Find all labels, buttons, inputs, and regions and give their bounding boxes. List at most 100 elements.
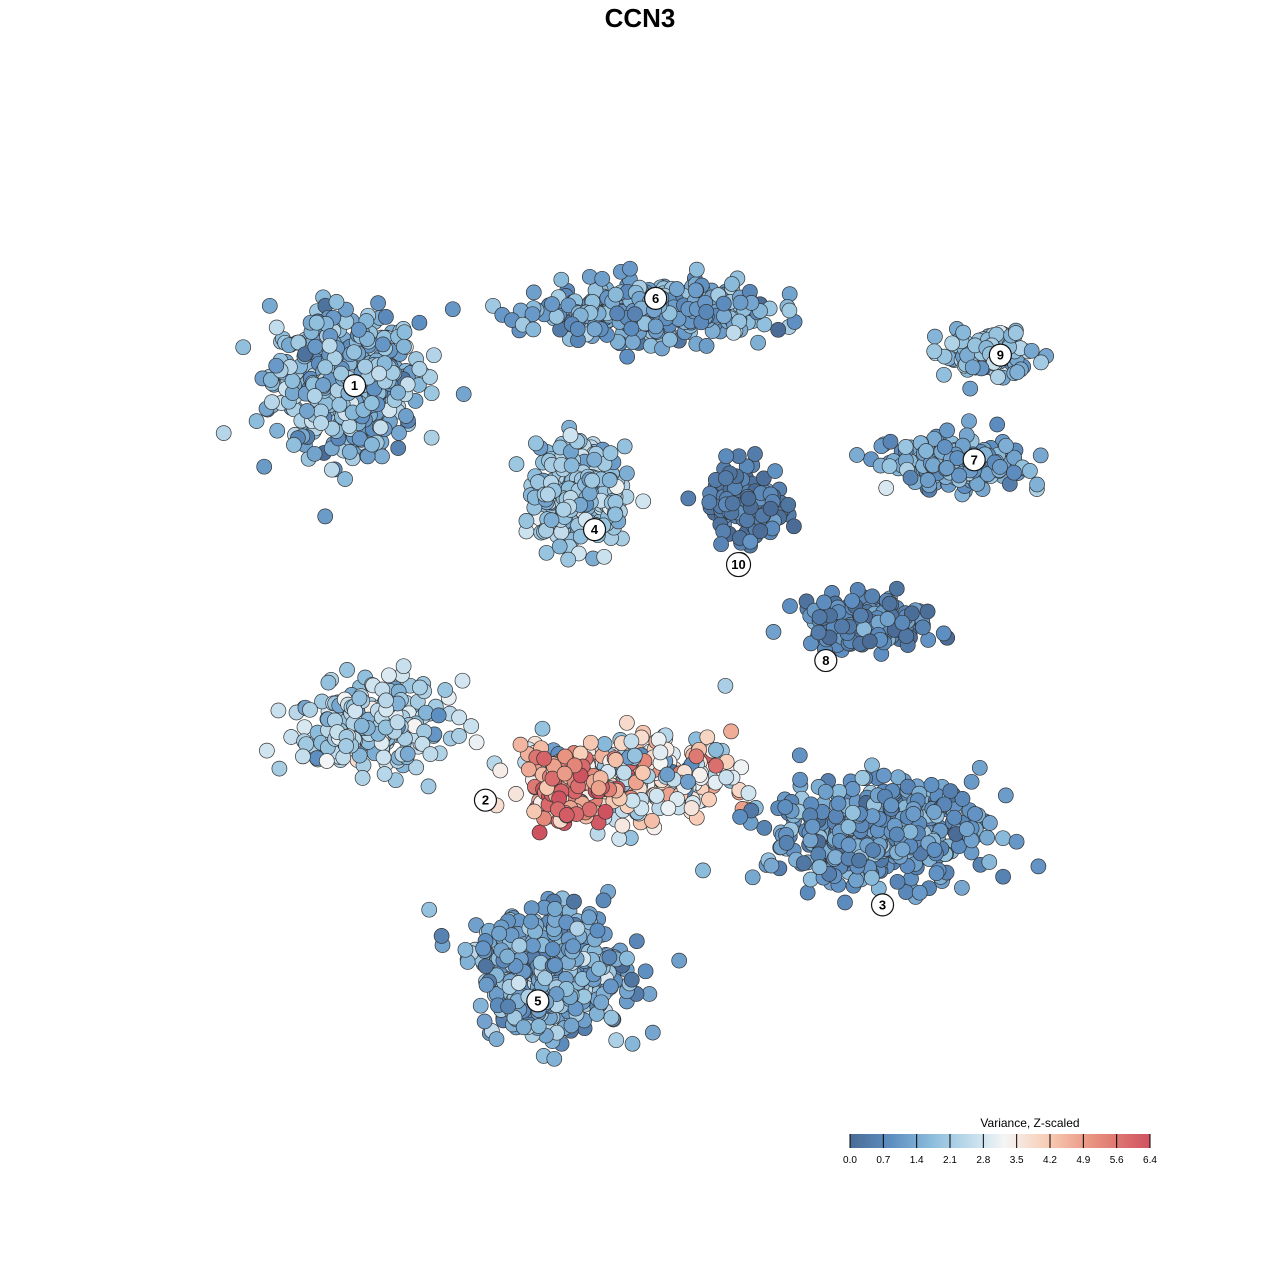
cell-point <box>412 679 428 696</box>
cell-point <box>623 733 640 750</box>
cell-point <box>756 820 773 836</box>
cluster-label-10: 10 <box>725 551 752 578</box>
cell-point <box>350 321 367 338</box>
cell-point <box>923 777 940 793</box>
cell-point <box>792 771 808 788</box>
cluster-number: 3 <box>879 897 886 912</box>
cell-point <box>623 320 640 337</box>
cell-point <box>803 635 819 652</box>
cell-point <box>715 295 732 312</box>
cell-point <box>648 787 665 804</box>
cell-points <box>215 260 1055 1067</box>
cell-point <box>609 305 626 322</box>
cell-point <box>543 512 560 528</box>
cell-point <box>341 444 358 460</box>
cell-point <box>271 760 288 777</box>
cell-point <box>635 493 652 510</box>
cell-point <box>235 339 252 356</box>
cell-point <box>967 806 983 822</box>
cell-point <box>603 1009 620 1026</box>
cell-point <box>364 436 380 453</box>
cell-point <box>888 580 905 597</box>
cell-point <box>563 1017 580 1034</box>
cell-point <box>902 469 919 486</box>
cell-point <box>755 470 772 487</box>
cell-point <box>804 818 821 835</box>
cluster-badge <box>870 893 895 917</box>
cell-point <box>451 709 467 726</box>
cell-point <box>328 294 345 310</box>
cell-point <box>623 971 640 988</box>
cell-point <box>659 766 676 783</box>
cell-point <box>671 952 688 969</box>
cell-point <box>584 472 601 489</box>
cell-point <box>299 403 315 419</box>
cell-point <box>777 799 794 815</box>
cell-point <box>315 377 331 393</box>
cell-point <box>816 594 832 611</box>
cell-point <box>418 704 434 721</box>
cell-point <box>683 800 700 816</box>
legend-tick-label: 2.8 <box>976 1155 990 1166</box>
legend-tick-label: 3.5 <box>1010 1155 1024 1166</box>
cell-point <box>261 297 278 314</box>
cell-point <box>333 365 349 382</box>
cell-point <box>660 800 677 817</box>
cell-point <box>1007 325 1024 341</box>
cell-point <box>662 331 678 348</box>
cell-point <box>518 513 535 529</box>
cell-point <box>454 672 471 689</box>
cell-point <box>928 865 945 882</box>
cell-point <box>854 770 871 786</box>
cell-point <box>408 759 425 776</box>
cluster-label-9: 9 <box>988 343 1012 367</box>
cell-point <box>354 770 371 786</box>
cell-point <box>713 536 729 553</box>
cell-point <box>851 852 867 869</box>
cell-point <box>548 986 565 1002</box>
cell-point <box>747 446 763 462</box>
cell-point <box>455 386 472 402</box>
cluster-number: 5 <box>534 993 541 1008</box>
cell-point <box>353 717 370 734</box>
cell-point <box>782 598 798 614</box>
cell-point <box>680 773 696 790</box>
cell-point <box>811 609 828 625</box>
cell-point <box>680 490 697 507</box>
cell-point <box>742 533 759 550</box>
cell-point <box>903 605 920 622</box>
cell-point <box>523 913 539 930</box>
cell-point <box>624 334 641 350</box>
cell-point <box>324 461 340 478</box>
cell-point <box>723 723 739 740</box>
cell-point <box>701 791 717 808</box>
cell-point <box>837 894 853 911</box>
cell-point <box>547 957 563 973</box>
cell-point <box>647 318 664 335</box>
cluster-label-1: 1 <box>342 374 367 398</box>
cell-point <box>997 787 1014 804</box>
cell-point <box>763 857 780 874</box>
cell-point <box>457 941 474 958</box>
cell-point <box>998 437 1014 454</box>
cell-point <box>688 748 705 765</box>
cell-point <box>215 425 232 441</box>
cell-point <box>262 372 279 388</box>
cell-point <box>398 408 414 424</box>
cell-point <box>536 750 552 767</box>
cell-point <box>624 1035 641 1052</box>
cell-point <box>499 948 516 965</box>
cell-point <box>865 842 881 859</box>
cell-point <box>688 261 705 278</box>
cell-point <box>644 812 660 829</box>
cell-point <box>381 667 397 684</box>
cell-point <box>510 975 527 991</box>
cell-point <box>556 765 573 782</box>
cell-point <box>844 804 861 821</box>
cell-point <box>708 757 724 774</box>
cell-point <box>992 459 1008 475</box>
cell-point <box>270 702 287 719</box>
cell-point <box>248 413 265 429</box>
cell-point <box>562 427 579 444</box>
legend-tick-label: 0.0 <box>843 1155 857 1166</box>
